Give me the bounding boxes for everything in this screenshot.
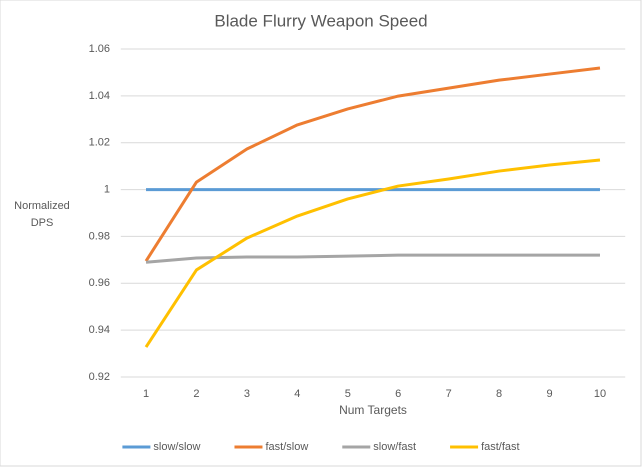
- legend-label: fast/fast: [481, 441, 520, 453]
- x-tick-label: 4: [294, 388, 300, 400]
- x-tick-label: 10: [594, 388, 606, 400]
- chart-title: Blade Flurry Weapon Speed: [214, 11, 427, 30]
- x-tick-label: 1: [143, 388, 149, 400]
- x-tick-label: 3: [244, 388, 250, 400]
- series-line: [144, 66, 601, 262]
- y-tick-label: 0.98: [89, 230, 110, 242]
- legend-label: slow/fast: [373, 441, 416, 453]
- x-tick-label: 7: [446, 388, 452, 400]
- y-tick-label: 0.92: [89, 371, 110, 383]
- y-tick-label: 0.96: [89, 277, 110, 289]
- x-tick-label: 8: [496, 388, 502, 400]
- x-tick-label: 2: [193, 388, 199, 400]
- y-tick-label: 1.02: [89, 137, 110, 149]
- x-tick-label: 9: [546, 388, 552, 400]
- series-line: [144, 158, 601, 348]
- x-tick-label: 6: [395, 388, 401, 400]
- y-tick-label: 1.06: [89, 43, 110, 55]
- x-axis-title: Num Targets: [339, 403, 407, 417]
- y-tick-label: 0.94: [89, 324, 110, 336]
- y-tick-label: 1: [104, 183, 110, 195]
- series-line: [145, 253, 600, 264]
- legend-label: slow/slow: [153, 441, 200, 453]
- x-tick-label: 5: [345, 388, 351, 400]
- legend-label: fast/slow: [265, 441, 308, 453]
- y-tick-label: 1.04: [89, 90, 110, 102]
- y-axis-title: Normalized DPS: [14, 200, 70, 229]
